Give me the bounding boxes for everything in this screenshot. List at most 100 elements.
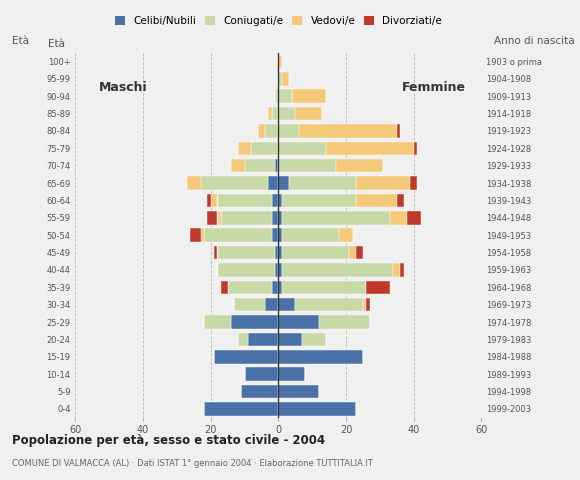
Bar <box>278 55 282 68</box>
Bar <box>275 89 278 103</box>
Bar <box>271 107 278 120</box>
Bar <box>400 263 404 276</box>
Bar <box>367 280 390 294</box>
Bar <box>339 228 353 242</box>
Bar <box>295 107 322 120</box>
Bar <box>231 315 278 329</box>
Bar <box>278 350 363 363</box>
Bar <box>326 142 414 155</box>
Text: Anno di nascita: Anno di nascita <box>494 36 574 46</box>
Bar <box>275 159 278 172</box>
Bar <box>414 142 417 155</box>
Bar <box>211 194 218 207</box>
Bar <box>282 280 367 294</box>
Bar <box>282 246 349 259</box>
Bar <box>218 194 271 207</box>
Bar <box>278 176 288 190</box>
Bar <box>278 333 302 346</box>
Bar <box>218 211 221 225</box>
Bar <box>356 194 397 207</box>
Bar <box>268 176 278 190</box>
Legend: Celibi/Nubili, Coniugati/e, Vedovi/e, Divorziati/e: Celibi/Nubili, Coniugati/e, Vedovi/e, Di… <box>115 16 442 26</box>
Bar <box>363 298 367 312</box>
Bar <box>245 367 278 381</box>
Bar <box>214 246 218 259</box>
Bar <box>187 176 201 190</box>
Bar <box>278 159 336 172</box>
Bar <box>218 263 275 276</box>
Bar <box>278 315 319 329</box>
Bar <box>241 385 278 398</box>
Bar <box>207 211 218 225</box>
Bar <box>397 194 404 207</box>
Bar <box>278 107 295 120</box>
Bar <box>278 298 295 312</box>
Bar <box>295 298 363 312</box>
Bar <box>218 246 275 259</box>
Bar <box>282 211 390 225</box>
Bar <box>204 315 231 329</box>
Bar <box>251 142 278 155</box>
Bar <box>207 194 211 207</box>
Bar <box>227 280 271 294</box>
Bar <box>275 246 278 259</box>
Bar <box>201 176 268 190</box>
Text: Età: Età <box>48 39 66 49</box>
Bar <box>336 159 383 172</box>
Bar <box>278 89 292 103</box>
Bar <box>258 124 265 138</box>
Bar <box>278 194 282 207</box>
Bar <box>234 298 265 312</box>
Bar <box>238 333 248 346</box>
Bar <box>278 280 282 294</box>
Bar <box>278 402 356 416</box>
Bar <box>282 72 288 85</box>
Bar <box>278 228 282 242</box>
Bar <box>282 194 356 207</box>
Bar <box>393 263 400 276</box>
Bar <box>292 89 326 103</box>
Bar <box>271 211 278 225</box>
Bar <box>367 298 370 312</box>
Text: Età: Età <box>12 36 28 46</box>
Text: Femmine: Femmine <box>402 81 466 94</box>
Bar <box>349 246 356 259</box>
Text: COMUNE DI VALMACCA (AL) · Dati ISTAT 1° gennaio 2004 · Elaborazione TUTTITALIA.I: COMUNE DI VALMACCA (AL) · Dati ISTAT 1° … <box>12 458 372 468</box>
Bar <box>245 159 275 172</box>
Bar <box>265 124 278 138</box>
Bar <box>238 142 251 155</box>
Bar <box>271 228 278 242</box>
Bar <box>278 142 326 155</box>
Bar <box>288 176 356 190</box>
Bar <box>410 176 417 190</box>
Bar <box>319 315 370 329</box>
Bar <box>214 350 278 363</box>
Bar <box>282 263 393 276</box>
Bar <box>271 194 278 207</box>
Bar <box>265 298 278 312</box>
Bar <box>221 280 227 294</box>
Bar <box>278 124 299 138</box>
Text: Maschi: Maschi <box>99 81 147 94</box>
Bar <box>190 228 201 242</box>
Bar <box>282 228 339 242</box>
Bar <box>390 211 407 225</box>
Bar <box>278 385 319 398</box>
Bar <box>231 159 245 172</box>
Bar <box>278 246 282 259</box>
Bar <box>204 402 278 416</box>
Bar <box>278 367 306 381</box>
Bar <box>268 107 271 120</box>
Bar <box>271 280 278 294</box>
Bar <box>356 246 363 259</box>
Text: Popolazione per età, sesso e stato civile - 2004: Popolazione per età, sesso e stato civil… <box>12 434 325 447</box>
Bar <box>302 333 326 346</box>
Bar <box>407 211 420 225</box>
Bar <box>221 211 271 225</box>
Bar <box>278 263 282 276</box>
Bar <box>356 176 410 190</box>
Bar <box>278 72 282 85</box>
Bar <box>278 211 282 225</box>
Bar <box>397 124 400 138</box>
Bar <box>275 263 278 276</box>
